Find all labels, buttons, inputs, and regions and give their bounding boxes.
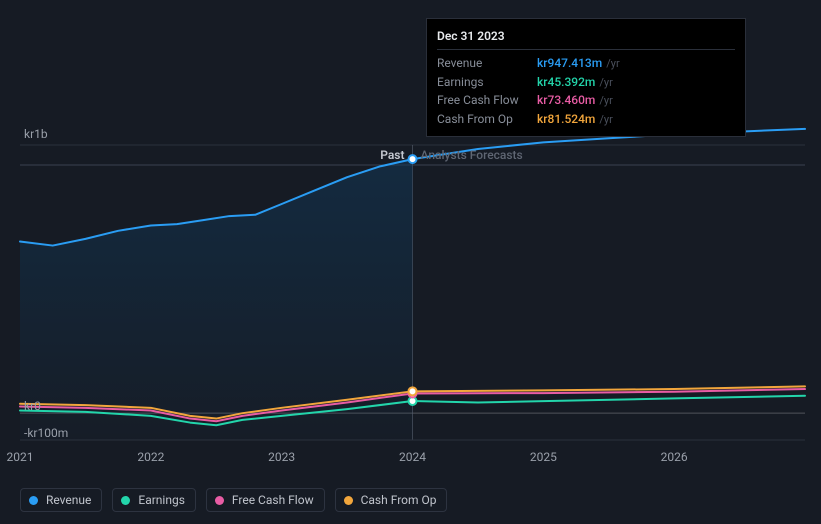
legend-item-earnings[interactable]: Earnings: [112, 488, 196, 512]
tooltip-row-cash_from_op: Cash From Opkr81.524m/yr: [437, 110, 735, 129]
tooltip-value: kr81.524m: [537, 110, 595, 128]
tooltip-row-free_cash_flow: Free Cash Flowkr73.460m/yr: [437, 91, 735, 110]
xtick-label: 2021: [7, 450, 34, 464]
legend-label: Cash From Op: [361, 493, 437, 507]
xtick-label: 2023: [268, 450, 295, 464]
ytick-label: kr1b: [24, 127, 48, 141]
region-label-forecast: Analysts Forecasts: [421, 148, 523, 162]
region-label-past: Past: [380, 148, 404, 162]
ytick-label: -kr100m: [24, 426, 68, 440]
tooltip-value: kr73.460m: [537, 91, 595, 109]
xtick-label: 2022: [137, 450, 164, 464]
legend-dot-icon: [215, 496, 224, 505]
tooltip-row-revenue: Revenuekr947.413m/yr: [437, 54, 735, 73]
tooltip-value: kr45.392m: [537, 73, 595, 91]
tooltip-row-earnings: Earningskr45.392m/yr: [437, 73, 735, 92]
xtick-label: 2025: [530, 450, 557, 464]
tooltip-unit: /yr: [606, 56, 619, 73]
tooltip-unit: /yr: [599, 93, 612, 110]
legend-label: Free Cash Flow: [232, 493, 314, 507]
legend-dot-icon: [29, 496, 38, 505]
chart-container: Dec 31 2023 Revenuekr947.413m/yrEarnings…: [0, 0, 821, 524]
tooltip-label: Earnings: [437, 73, 537, 91]
tooltip-body: Revenuekr947.413m/yrEarningskr45.392m/yr…: [437, 54, 735, 128]
chart-tooltip: Dec 31 2023 Revenuekr947.413m/yrEarnings…: [426, 18, 746, 137]
tooltip-label: Cash From Op: [437, 110, 537, 128]
legend-item-free_cash_flow[interactable]: Free Cash Flow: [206, 488, 325, 512]
tooltip-unit: /yr: [599, 75, 612, 92]
legend-dot-icon: [121, 496, 130, 505]
tooltip-unit: /yr: [599, 112, 612, 129]
xtick-label: 2024: [399, 450, 426, 464]
legend-label: Earnings: [138, 493, 185, 507]
xtick-label: 2026: [661, 450, 688, 464]
tooltip-label: Free Cash Flow: [437, 91, 537, 109]
ytick-label: kr0: [24, 399, 41, 413]
legend-label: Revenue: [46, 493, 91, 507]
tooltip-date: Dec 31 2023: [437, 27, 735, 50]
legend-item-cash_from_op[interactable]: Cash From Op: [335, 488, 448, 512]
tooltip-label: Revenue: [437, 54, 537, 72]
tooltip-value: kr947.413m: [537, 54, 602, 72]
legend-item-revenue[interactable]: Revenue: [20, 488, 102, 512]
legend-dot-icon: [344, 496, 353, 505]
chart-legend: Revenue Earnings Free Cash Flow Cash From O…: [20, 488, 447, 512]
